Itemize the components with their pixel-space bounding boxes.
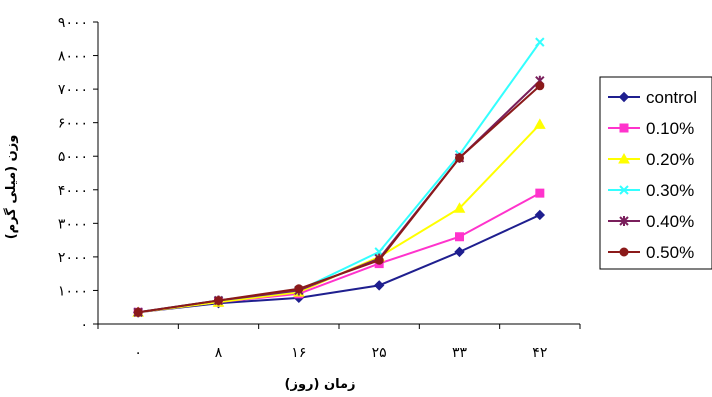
series-line bbox=[138, 41, 541, 314]
data-point bbox=[533, 118, 546, 129]
x-tick-labels: ۰ ۸ ۱۶ ۲۵ ۳۳ ۴۲ bbox=[134, 345, 547, 361]
data-point bbox=[535, 188, 545, 198]
data-point bbox=[214, 296, 223, 306]
legend-label: 0.40% bbox=[646, 212, 694, 231]
legend-item: 0.30% bbox=[608, 181, 694, 200]
x-tick-label: ۴۲ bbox=[532, 345, 547, 361]
series-line bbox=[138, 192, 541, 314]
legend-item: control bbox=[608, 88, 697, 107]
series-0 bbox=[132, 209, 546, 318]
data-point bbox=[454, 246, 465, 258]
x-tick-label: ۸ bbox=[215, 345, 223, 361]
legend-marker bbox=[619, 247, 629, 257]
data-point bbox=[374, 255, 384, 265]
x-tick-label: ۲۵ bbox=[372, 345, 387, 361]
legend-item: 0.10% bbox=[608, 119, 694, 138]
data-point bbox=[535, 37, 545, 47]
legend-marker bbox=[618, 91, 630, 103]
series-2 bbox=[132, 118, 546, 317]
legend-marker bbox=[619, 123, 629, 133]
x-tick-label: ۱۶ bbox=[291, 345, 306, 361]
legend-marker bbox=[618, 152, 630, 164]
legend-label: 0.50% bbox=[646, 243, 694, 262]
legend: control 0.10% 0.20% 0.30% 0.40% 0.50% bbox=[599, 76, 712, 270]
axes bbox=[93, 21, 581, 329]
series-line bbox=[138, 123, 541, 314]
legend-label: 0.10% bbox=[646, 119, 694, 138]
y-tick-label: ۴۰۰۰ bbox=[58, 183, 88, 199]
y-tick-labels: ۰ ۱۰۰۰ ۲۰۰۰ ۳۰۰۰ ۴۰۰۰ ۵۰۰۰ ۶۰۰۰ ۷۰۰۰ ۸۰۰۰ ۹۰۰۰ bbox=[58, 15, 88, 333]
data-point bbox=[534, 209, 546, 221]
y-axis-label: وزن (میلی گرم) bbox=[3, 135, 19, 240]
y-tick-label: ۶۰۰۰ bbox=[58, 116, 88, 132]
data-point bbox=[455, 153, 464, 163]
y-tick-label: ۳۰۰۰ bbox=[58, 216, 88, 232]
data-point bbox=[535, 81, 545, 91]
data-point bbox=[373, 280, 385, 291]
data-point bbox=[133, 307, 143, 317]
y-tick-label: ۰ bbox=[80, 317, 88, 333]
legend-item: 0.50% bbox=[608, 243, 694, 262]
y-tick-label: ۷۰۰۰ bbox=[58, 82, 88, 98]
x-tick-label: ۳۳ bbox=[452, 345, 468, 361]
legend-label: control bbox=[646, 88, 697, 107]
series-4 bbox=[133, 75, 545, 318]
data-point bbox=[453, 202, 466, 213]
y-tick-label: ۹۰۰۰ bbox=[58, 15, 88, 31]
y-tick-label: ۲۰۰۰ bbox=[58, 250, 88, 266]
data-point bbox=[294, 284, 304, 294]
legend-marker bbox=[619, 185, 629, 195]
series-line bbox=[138, 85, 541, 314]
series-layer bbox=[132, 37, 546, 318]
legend-box bbox=[599, 76, 712, 270]
legend-marker bbox=[619, 216, 629, 226]
y-tick-label: ۵۰۰۰ bbox=[58, 149, 88, 165]
y-tick-label: ۱۰۰۰ bbox=[58, 283, 88, 299]
legend-item: 0.40% bbox=[608, 212, 694, 231]
x-tick-label: ۰ bbox=[134, 345, 142, 361]
x-axis-label: زمان (روز) bbox=[285, 377, 356, 392]
series-1 bbox=[133, 188, 545, 317]
series-5 bbox=[133, 81, 545, 317]
data-point bbox=[455, 232, 464, 242]
series-line bbox=[138, 214, 541, 314]
legend-label: 0.20% bbox=[646, 150, 694, 169]
y-tick-label: ۸۰۰۰ bbox=[58, 49, 88, 65]
legend-item: 0.20% bbox=[608, 150, 694, 169]
series-line bbox=[138, 80, 541, 314]
legend-label: 0.30% bbox=[646, 181, 694, 200]
